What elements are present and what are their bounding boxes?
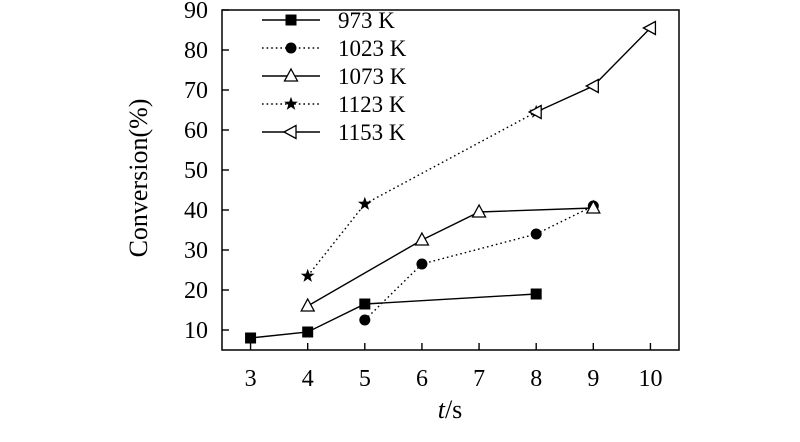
x-axis-label: t/s [438, 395, 463, 424]
series-line-1153-k [535, 27, 651, 113]
x-tick-label: 7 [473, 366, 485, 392]
y-tick-label: 10 [184, 318, 208, 344]
legend-label: 1023 K [338, 36, 407, 61]
x-tick-label: 10 [638, 366, 662, 392]
data-point-1073-k-3 [471, 203, 487, 218]
data-point-1153-k-3 [642, 20, 657, 36]
data-point-973-k-2 [302, 326, 314, 338]
legend-item-1123-k: 1123 K [262, 92, 406, 117]
legend-item-1023-k: 1023 K [262, 36, 407, 61]
y-tick-label: 60 [184, 118, 208, 144]
data-point-1073-k-1 [300, 297, 316, 312]
legend: 973 K 1023 K 1073 K 1123 K 1153 K [262, 8, 407, 145]
data-point-1153-k-2 [584, 78, 599, 94]
x-axis-label-symbol: t [438, 395, 446, 424]
data-point-1123-k-2 [357, 196, 372, 210]
data-point-973-k-3 [359, 298, 371, 310]
x-tick-label: 3 [245, 366, 257, 392]
x-tick-label: 9 [587, 366, 599, 392]
legend-marker [283, 67, 299, 82]
data-point-1153-k-1 [527, 104, 542, 120]
x-tick-label: 5 [359, 366, 371, 392]
data-point-1073-k-4 [585, 199, 601, 214]
y-tick-label: 90 [184, 0, 208, 24]
series-layer [245, 20, 657, 344]
y-tick-label: 70 [184, 78, 208, 104]
legend-item-973-k: 973 K [262, 8, 395, 33]
data-point-1023-k-3 [530, 228, 542, 240]
legend-label: 973 K [338, 8, 395, 33]
data-point-1123-k-1 [300, 268, 315, 282]
data-point-1023-k-1 [359, 314, 371, 326]
y-axis-label: Conversion(%) [124, 99, 153, 258]
x-axis-label-unit: /s [445, 395, 462, 424]
data-point-973-k-1 [245, 332, 257, 344]
series-1153-k [527, 20, 657, 120]
series-line-1023-k [364, 205, 594, 321]
legend-item-1153-k: 1153 K [262, 120, 406, 145]
data-point-1073-k-2 [414, 231, 430, 246]
data-point-1023-k-2 [416, 258, 428, 270]
data-point-973-k-4 [530, 288, 542, 300]
y-tick-label: 20 [184, 278, 208, 304]
x-tick-label: 8 [530, 366, 542, 392]
y-tick-label: 50 [184, 158, 208, 184]
series-line-1123-k [307, 111, 537, 277]
legend-marker [284, 96, 298, 110]
x-tick-label: 6 [416, 366, 428, 392]
plot-frame [221, 9, 680, 351]
series-1073-k [300, 199, 601, 312]
y-tick-label: 80 [184, 38, 208, 64]
legend-marker [282, 124, 297, 140]
legend-item-1073-k: 1073 K [262, 64, 407, 89]
y-axis-ticks: 10 20 30 40 50 60 70 80 90 [184, 0, 229, 344]
series-1023-k [359, 200, 599, 326]
legend-label: 1123 K [338, 92, 406, 117]
series-line-1073-k [307, 207, 594, 307]
legend-marker [285, 42, 297, 54]
legend-label: 1073 K [338, 64, 407, 89]
x-tick-label: 4 [302, 366, 314, 392]
legend-marker [285, 14, 297, 26]
series-line-973-k [250, 293, 537, 339]
y-tick-label: 30 [184, 238, 208, 264]
y-tick-label: 40 [184, 198, 208, 224]
series-973-k [245, 288, 542, 344]
x-axis-ticks: 3 4 5 6 7 8 9 10 [245, 343, 662, 392]
legend-label: 1153 K [338, 120, 406, 145]
